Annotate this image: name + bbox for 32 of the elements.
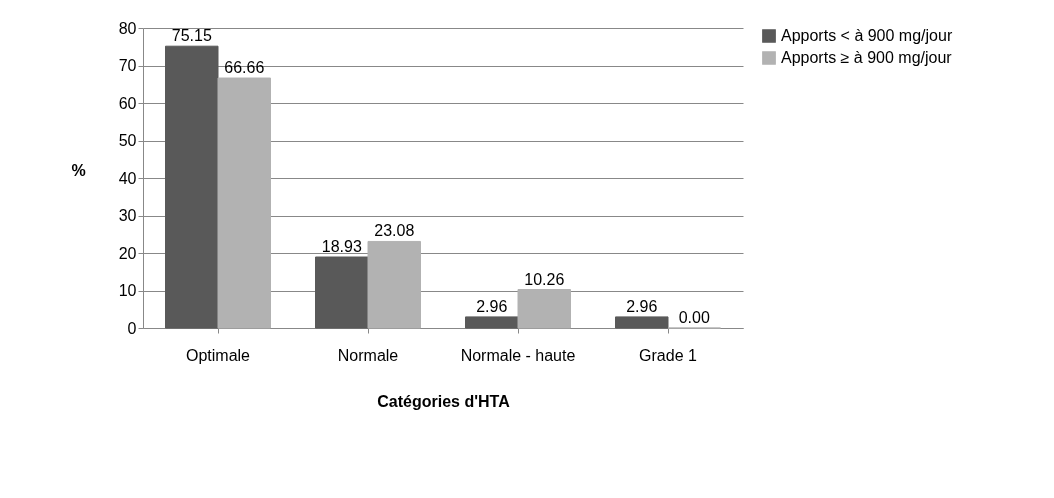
legend-label: Apports < à 900 mg/jour	[781, 27, 953, 44]
data-label: 18.93	[321, 238, 362, 256]
y-tick-label: 60	[118, 94, 137, 112]
data-label: 2.96	[626, 297, 658, 315]
data-label: 10.26	[524, 270, 565, 288]
x-axis-title: Catégories d'HTA	[377, 392, 511, 410]
y-tick-label: 80	[118, 19, 137, 37]
bar	[367, 240, 421, 329]
x-tick-label: Optimale	[185, 346, 251, 364]
y-tick-label: 50	[118, 132, 137, 149]
y-tick-label: 20	[118, 244, 137, 262]
bar	[517, 289, 571, 329]
bar	[465, 316, 519, 329]
y-tick-label: 30	[118, 207, 137, 224]
data-label: 75.15	[171, 27, 212, 45]
y-tick-label: 0	[127, 319, 137, 337]
bar	[217, 77, 271, 329]
y-tick-label: 40	[118, 169, 137, 187]
y-axis-title: %	[71, 161, 86, 179]
bar	[615, 316, 669, 329]
x-tick-label: Grade 1	[639, 346, 698, 364]
y-tick-label: 10	[118, 282, 137, 299]
data-label: 0.00	[678, 309, 710, 326]
bar	[165, 45, 219, 329]
x-tick-label: Normale - haute	[460, 346, 576, 364]
bar	[315, 256, 369, 329]
data-label: 23.08	[374, 222, 415, 240]
data-label: 66.66	[224, 59, 265, 77]
legend-label: Apports ≥ à 900 mg/jour	[781, 49, 953, 66]
x-tick-label: Normale	[337, 346, 399, 364]
data-label: 2.96	[476, 297, 508, 315]
y-tick-label: 70	[118, 57, 137, 74]
